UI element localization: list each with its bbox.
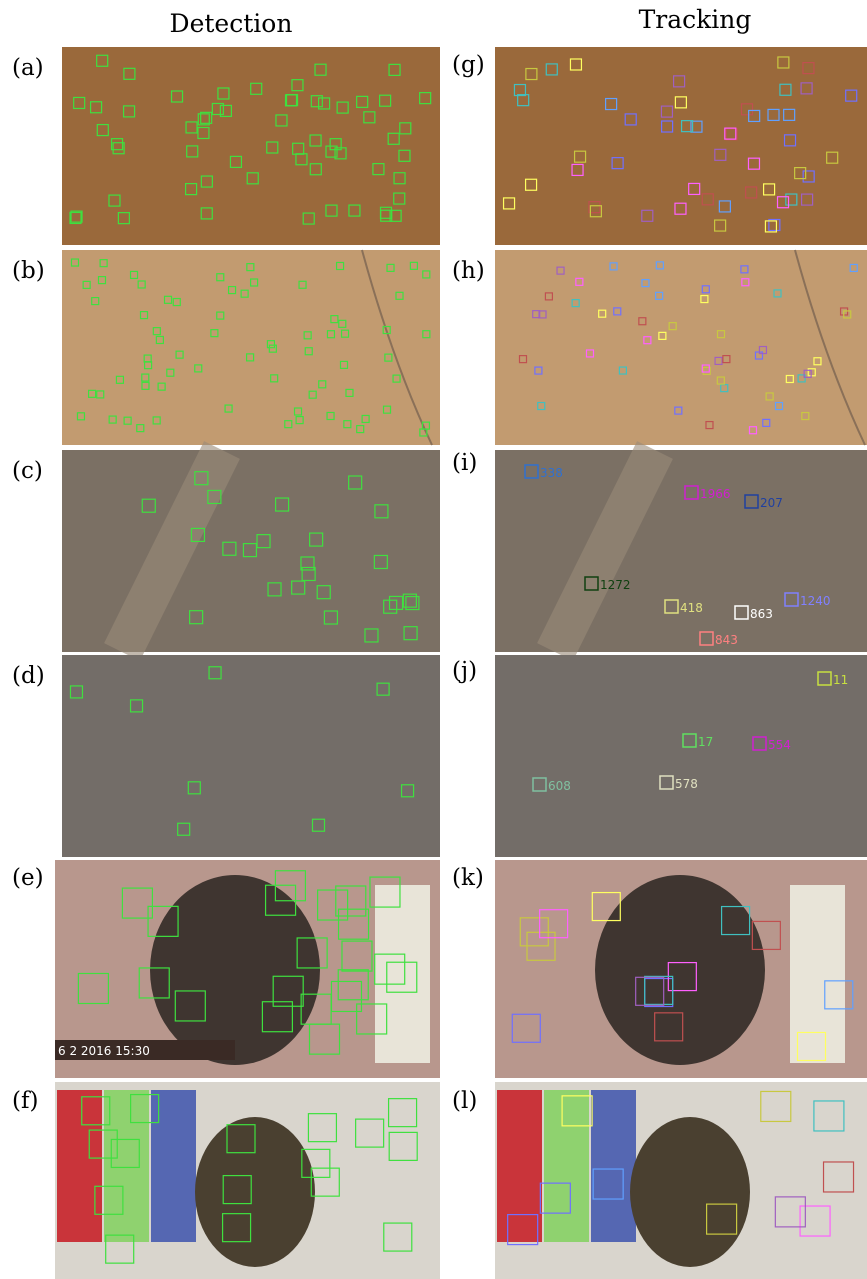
- timestamp: 6 2 2016 15:30: [58, 1044, 150, 1058]
- panel-label: (l): [452, 1088, 477, 1114]
- track-id: 207: [760, 496, 783, 510]
- panel-label: (g): [452, 52, 485, 78]
- flag-stripe: [591, 1090, 636, 1242]
- panel-label: (h): [452, 258, 485, 284]
- track-id: 1966: [700, 487, 731, 501]
- ruler: [375, 885, 430, 1063]
- column-header: Tracking: [639, 5, 752, 34]
- photo: [62, 655, 440, 857]
- nest: [630, 1117, 750, 1267]
- panel-label: (f): [12, 1088, 38, 1114]
- track-id: 338: [540, 466, 563, 480]
- flag-stripe: [151, 1090, 196, 1242]
- panel-label: (d): [12, 663, 45, 689]
- panel-label: (j): [452, 658, 477, 684]
- panel-label: (a): [12, 55, 44, 81]
- panel-label: (k): [452, 865, 484, 891]
- panel-label: (i): [452, 450, 477, 476]
- ruler: [790, 885, 845, 1063]
- flag-stripe: [57, 1090, 102, 1242]
- track-id: 578: [675, 777, 698, 791]
- track-id: 863: [750, 607, 773, 621]
- track-id: 1240: [800, 594, 831, 608]
- flag-stripe: [544, 1090, 589, 1242]
- column-header: Detection: [170, 9, 293, 38]
- track-id: 11: [833, 673, 848, 687]
- track-id: 1272: [600, 578, 631, 592]
- panel-label: (c): [12, 458, 43, 484]
- track-id: 843: [715, 633, 738, 647]
- panel-label: (e): [12, 865, 44, 891]
- figure: Detection Tracking (a) (b) (c) (d) (e) 6 2 20…: [0, 0, 867, 1279]
- flag-stripe: [497, 1090, 542, 1242]
- track-id: 418: [680, 601, 703, 615]
- track-id: 554: [768, 738, 791, 752]
- track-id: 17: [698, 735, 713, 749]
- track-id: 608: [548, 779, 571, 793]
- panel-label: (b): [12, 258, 45, 284]
- photo: [495, 250, 867, 445]
- photo: [495, 655, 867, 857]
- photo: [495, 47, 867, 245]
- nest: [150, 875, 320, 1065]
